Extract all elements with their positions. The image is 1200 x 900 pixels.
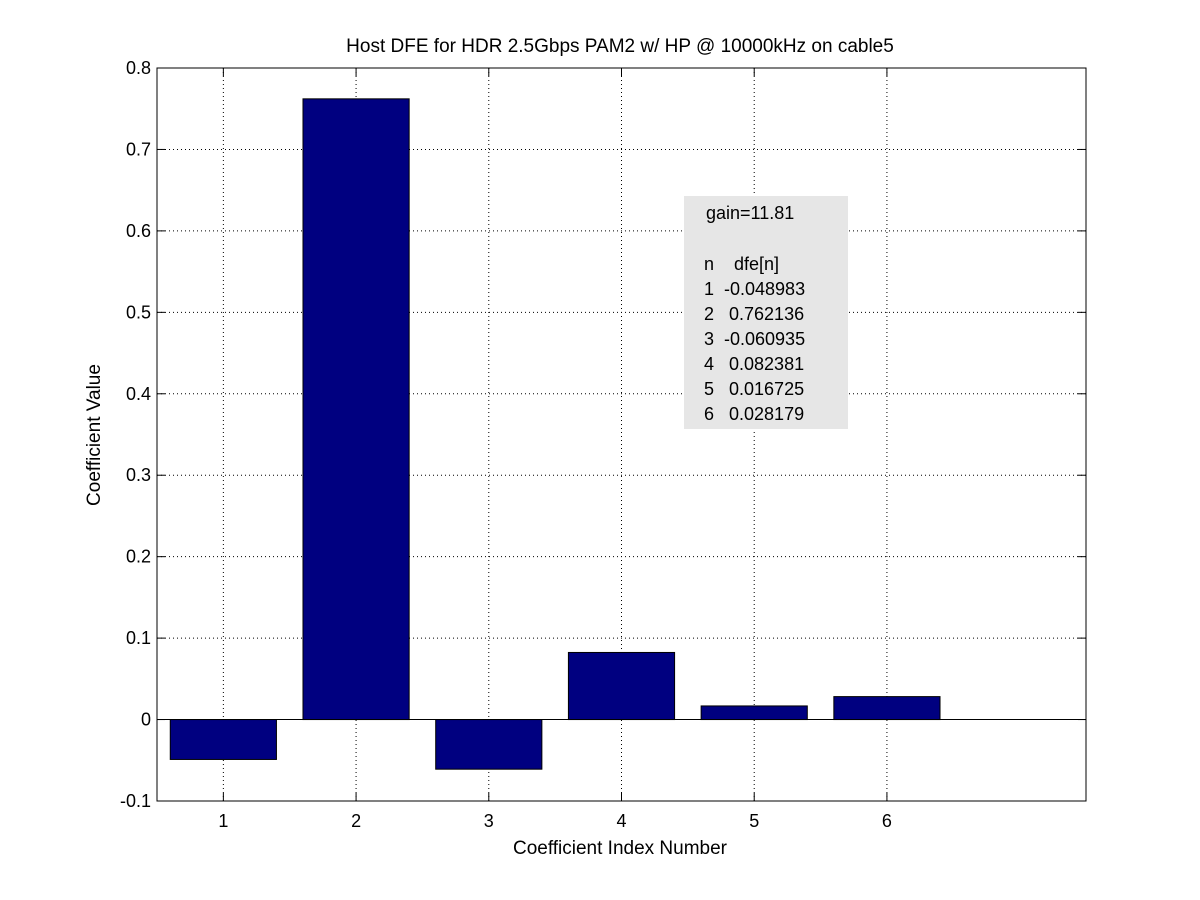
x-tick-label: 4 [616,811,626,831]
y-tick-label: -0.1 [120,791,151,811]
x-tick-label: 1 [218,811,228,831]
bar [700,705,808,721]
annotation-row: 1 -0.048983 [704,279,805,299]
y-tick-label: 0.8 [126,58,151,78]
annotation-background [684,196,848,429]
bar [567,651,676,721]
annotation-gain: gain=11.81 [706,203,794,223]
annotation-row: 4 0.082381 [704,354,804,374]
annotation-row: 5 0.016725 [704,379,804,399]
x-tick-label: 5 [749,811,759,831]
annotation-row: 3 -0.060935 [704,329,805,349]
bar [833,696,941,721]
y-tick-label: 0.7 [126,139,151,159]
tick-labels-layer: -0.1 0 0.1 0.2 0.3 0.4 0.5 0.6 0.7 0.8 1 2 3 4 5 6 [120,58,892,831]
bars-layer [169,98,941,770]
ticks-layer [157,67,1086,802]
chart-title: Host DFE for HDR 2.5Gbps PAM2 w/ HP @ 10… [346,36,894,57]
y-tick-label: 0.2 [126,547,151,567]
x-tick-label: 6 [882,811,892,831]
bar [169,719,277,760]
bar [435,719,543,770]
y-tick-label: 0.4 [126,384,151,404]
x-tick-label: 2 [351,811,361,831]
annotation-row: 2 0.762136 [704,304,804,324]
y-tick-label: 0.5 [126,302,151,322]
annotation-row: 6 0.028179 [704,404,804,424]
y-tick-label: 0.6 [126,221,151,241]
bar [302,98,410,721]
x-tick-label: 3 [484,811,494,831]
y-tick-label: 0.1 [126,628,151,648]
y-tick-label: 0.3 [126,465,151,485]
y-tick-label: 0 [141,710,151,730]
annotation-header: n dfe[n] [704,254,779,274]
annotation-box: gain=11.81 n dfe[n] 1 -0.048983 2 0.7621… [684,196,848,429]
y-axis-label: Coefficient Value [84,364,105,506]
x-axis-label: Coefficient Index Number [513,838,728,859]
